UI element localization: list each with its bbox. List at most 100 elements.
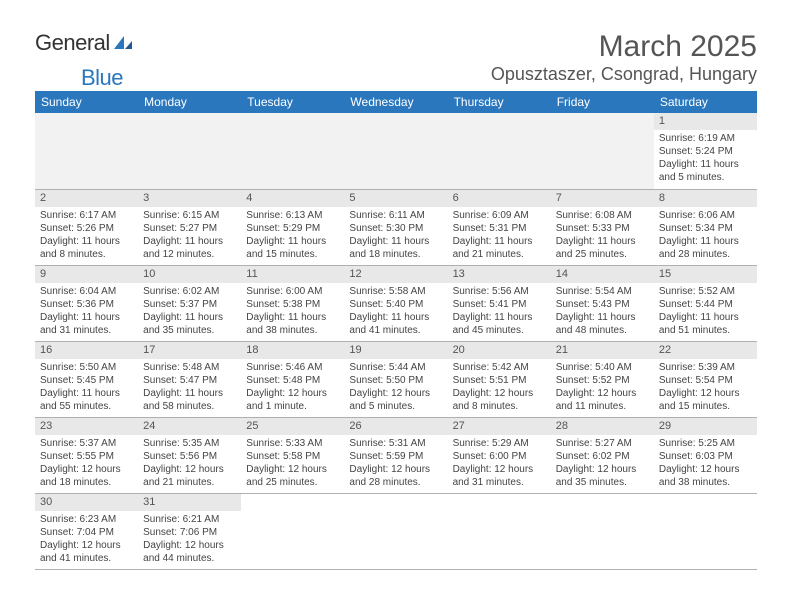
day-number: 11	[241, 266, 344, 283]
daylight-text: Daylight: 12 hours and 41 minutes.	[40, 539, 133, 565]
sunset-text: Sunset: 5:27 PM	[143, 222, 236, 235]
daylight-text: Daylight: 11 hours and 8 minutes.	[40, 235, 133, 261]
daylight-text: Daylight: 12 hours and 25 minutes.	[246, 463, 339, 489]
daylight-text: Daylight: 11 hours and 51 minutes.	[659, 311, 752, 337]
day-details: Sunrise: 6:15 AMSunset: 5:27 PMDaylight:…	[138, 207, 241, 265]
day-number: 27	[448, 418, 551, 435]
day-details: Sunrise: 6:17 AMSunset: 5:26 PMDaylight:…	[35, 207, 138, 265]
day-details: Sunrise: 5:40 AMSunset: 5:52 PMDaylight:…	[551, 359, 654, 417]
daylight-text: Daylight: 12 hours and 11 minutes.	[556, 387, 649, 413]
sunrise-text: Sunrise: 5:58 AM	[349, 285, 442, 298]
calendar-cell	[241, 494, 344, 570]
calendar-body: 1Sunrise: 6:19 AMSunset: 5:24 PMDaylight…	[35, 113, 757, 570]
day-details: Sunrise: 6:08 AMSunset: 5:33 PMDaylight:…	[551, 207, 654, 265]
empty-cell	[344, 113, 447, 189]
calendar-cell: 30Sunrise: 6:23 AMSunset: 7:04 PMDayligh…	[35, 494, 138, 570]
sunset-text: Sunset: 5:36 PM	[40, 298, 133, 311]
day-number: 16	[35, 342, 138, 359]
calendar-cell: 25Sunrise: 5:33 AMSunset: 5:58 PMDayligh…	[241, 418, 344, 494]
day-number: 13	[448, 266, 551, 283]
daylight-text: Daylight: 11 hours and 35 minutes.	[143, 311, 236, 337]
day-number: 21	[551, 342, 654, 359]
sunrise-text: Sunrise: 5:42 AM	[453, 361, 546, 374]
sunset-text: Sunset: 5:29 PM	[246, 222, 339, 235]
sunrise-text: Sunrise: 5:29 AM	[453, 437, 546, 450]
day-details: Sunrise: 5:54 AMSunset: 5:43 PMDaylight:…	[551, 283, 654, 341]
sunrise-text: Sunrise: 6:19 AM	[659, 132, 752, 145]
day-details: Sunrise: 5:25 AMSunset: 6:03 PMDaylight:…	[654, 435, 757, 493]
calendar-table: Sunday Monday Tuesday Wednesday Thursday…	[35, 91, 757, 570]
sunset-text: Sunset: 5:45 PM	[40, 374, 133, 387]
sunrise-text: Sunrise: 6:13 AM	[246, 209, 339, 222]
daylight-text: Daylight: 12 hours and 35 minutes.	[556, 463, 649, 489]
sunset-text: Sunset: 5:47 PM	[143, 374, 236, 387]
daylight-text: Daylight: 12 hours and 44 minutes.	[143, 539, 236, 565]
sunrise-text: Sunrise: 6:23 AM	[40, 513, 133, 526]
daylight-text: Daylight: 12 hours and 31 minutes.	[453, 463, 546, 489]
day-number: 22	[654, 342, 757, 359]
daylight-text: Daylight: 12 hours and 38 minutes.	[659, 463, 752, 489]
location-text: Opusztaszer, Csongrad, Hungary	[491, 64, 757, 85]
calendar-cell: 1Sunrise: 6:19 AMSunset: 5:24 PMDaylight…	[654, 113, 757, 189]
calendar-cell: 20Sunrise: 5:42 AMSunset: 5:51 PMDayligh…	[448, 341, 551, 417]
empty-cell	[448, 113, 551, 189]
daylight-text: Daylight: 11 hours and 28 minutes.	[659, 235, 752, 261]
day-number: 31	[138, 494, 241, 511]
calendar-cell: 31Sunrise: 6:21 AMSunset: 7:06 PMDayligh…	[138, 494, 241, 570]
daylight-text: Daylight: 12 hours and 28 minutes.	[349, 463, 442, 489]
calendar-cell	[138, 113, 241, 189]
sunset-text: Sunset: 6:02 PM	[556, 450, 649, 463]
sunrise-text: Sunrise: 5:33 AM	[246, 437, 339, 450]
sunset-text: Sunset: 5:52 PM	[556, 374, 649, 387]
calendar-row: 2Sunrise: 6:17 AMSunset: 5:26 PMDaylight…	[35, 189, 757, 265]
calendar-cell: 14Sunrise: 5:54 AMSunset: 5:43 PMDayligh…	[551, 265, 654, 341]
daylight-text: Daylight: 11 hours and 38 minutes.	[246, 311, 339, 337]
calendar-cell: 26Sunrise: 5:31 AMSunset: 5:59 PMDayligh…	[344, 418, 447, 494]
day-number: 6	[448, 190, 551, 207]
calendar-row: 23Sunrise: 5:37 AMSunset: 5:55 PMDayligh…	[35, 418, 757, 494]
sunset-text: Sunset: 5:31 PM	[453, 222, 546, 235]
daylight-text: Daylight: 11 hours and 45 minutes.	[453, 311, 546, 337]
sunset-text: Sunset: 5:55 PM	[40, 450, 133, 463]
daylight-text: Daylight: 11 hours and 58 minutes.	[143, 387, 236, 413]
sunset-text: Sunset: 5:48 PM	[246, 374, 339, 387]
calendar-cell	[241, 113, 344, 189]
sunrise-text: Sunrise: 6:04 AM	[40, 285, 133, 298]
day-details: Sunrise: 5:48 AMSunset: 5:47 PMDaylight:…	[138, 359, 241, 417]
daylight-text: Daylight: 12 hours and 18 minutes.	[40, 463, 133, 489]
page-title: March 2025	[599, 30, 757, 64]
empty-cell	[35, 113, 138, 189]
calendar-cell: 8Sunrise: 6:06 AMSunset: 5:34 PMDaylight…	[654, 189, 757, 265]
day-details: Sunrise: 6:09 AMSunset: 5:31 PMDaylight:…	[448, 207, 551, 265]
calendar-cell: 7Sunrise: 6:08 AMSunset: 5:33 PMDaylight…	[551, 189, 654, 265]
day-details: Sunrise: 6:11 AMSunset: 5:30 PMDaylight:…	[344, 207, 447, 265]
day-details: Sunrise: 5:27 AMSunset: 6:02 PMDaylight:…	[551, 435, 654, 493]
calendar-cell: 24Sunrise: 5:35 AMSunset: 5:56 PMDayligh…	[138, 418, 241, 494]
sunrise-text: Sunrise: 6:15 AM	[143, 209, 236, 222]
calendar-cell	[551, 494, 654, 570]
daylight-text: Daylight: 11 hours and 12 minutes.	[143, 235, 236, 261]
calendar-cell: 2Sunrise: 6:17 AMSunset: 5:26 PMDaylight…	[35, 189, 138, 265]
brand-logo: General	[35, 30, 134, 58]
weekday-header: Wednesday	[344, 91, 447, 113]
day-number: 12	[344, 266, 447, 283]
calendar-cell	[654, 494, 757, 570]
weekday-header: Monday	[138, 91, 241, 113]
sunrise-text: Sunrise: 6:02 AM	[143, 285, 236, 298]
sunset-text: Sunset: 5:24 PM	[659, 145, 752, 158]
daylight-text: Daylight: 11 hours and 25 minutes.	[556, 235, 649, 261]
sunset-text: Sunset: 6:03 PM	[659, 450, 752, 463]
calendar-cell: 4Sunrise: 6:13 AMSunset: 5:29 PMDaylight…	[241, 189, 344, 265]
brand-text-blue: Blue	[81, 65, 123, 91]
calendar-cell: 22Sunrise: 5:39 AMSunset: 5:54 PMDayligh…	[654, 341, 757, 417]
weekday-header: Friday	[551, 91, 654, 113]
sunset-text: Sunset: 7:06 PM	[143, 526, 236, 539]
day-details: Sunrise: 5:29 AMSunset: 6:00 PMDaylight:…	[448, 435, 551, 493]
daylight-text: Daylight: 11 hours and 41 minutes.	[349, 311, 442, 337]
day-number: 7	[551, 190, 654, 207]
day-details: Sunrise: 5:44 AMSunset: 5:50 PMDaylight:…	[344, 359, 447, 417]
calendar-cell: 27Sunrise: 5:29 AMSunset: 6:00 PMDayligh…	[448, 418, 551, 494]
sunset-text: Sunset: 5:43 PM	[556, 298, 649, 311]
calendar-cell: 17Sunrise: 5:48 AMSunset: 5:47 PMDayligh…	[138, 341, 241, 417]
calendar-cell: 15Sunrise: 5:52 AMSunset: 5:44 PMDayligh…	[654, 265, 757, 341]
